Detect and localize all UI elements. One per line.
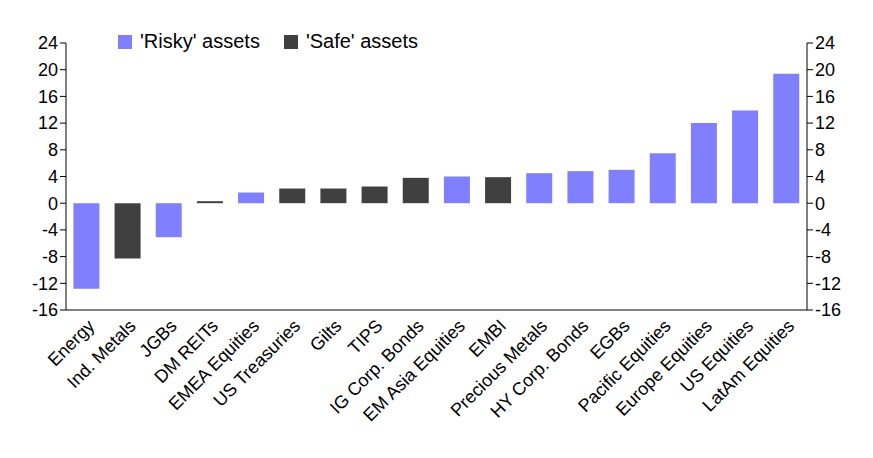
svg-text:0: 0 bbox=[815, 194, 825, 214]
svg-text:EM Asia Equities: EM Asia Equities bbox=[359, 315, 469, 426]
svg-text:HY Corp. Bonds: HY Corp. Bonds bbox=[487, 316, 593, 422]
svg-text:TIPS: TIPS bbox=[344, 315, 387, 359]
svg-text:EMBI: EMBI bbox=[464, 315, 511, 361]
svg-text:24: 24 bbox=[815, 33, 835, 53]
svg-text:LatAm Equities: LatAm Equities bbox=[699, 316, 799, 416]
svg-text:-8: -8 bbox=[815, 247, 831, 267]
svg-text:4: 4 bbox=[48, 167, 58, 187]
svg-text:8: 8 bbox=[815, 140, 825, 160]
svg-text:8: 8 bbox=[48, 140, 58, 160]
svg-text:12: 12 bbox=[38, 113, 58, 133]
svg-text:-8: -8 bbox=[42, 247, 58, 267]
svg-text:-12: -12 bbox=[32, 274, 58, 294]
svg-text:EGBs: EGBs bbox=[586, 315, 634, 364]
svg-text:24: 24 bbox=[38, 33, 58, 53]
svg-text:16: 16 bbox=[38, 87, 58, 107]
svg-text:20: 20 bbox=[815, 60, 835, 80]
svg-text:Energy: Energy bbox=[44, 315, 99, 371]
svg-text:12: 12 bbox=[815, 113, 835, 133]
svg-text:Precious Metals: Precious Metals bbox=[446, 315, 552, 421]
svg-text:4: 4 bbox=[815, 167, 825, 187]
svg-text:-16: -16 bbox=[32, 300, 58, 320]
svg-text:0: 0 bbox=[48, 194, 58, 214]
svg-text:US Equities: US Equities bbox=[676, 315, 758, 397]
svg-text:Europe Equities: Europe Equities bbox=[611, 315, 716, 420]
html-text:'Risky' assets: 'Risky' assets bbox=[140, 30, 260, 52]
svg-text:-16: -16 bbox=[815, 300, 841, 320]
svg-text:JGBs: JGBs bbox=[135, 315, 181, 361]
svg-text:-4: -4 bbox=[815, 220, 831, 240]
svg-text:Ind. Metals: Ind. Metals bbox=[63, 316, 139, 392]
svg-text:US Treasuries: US Treasuries bbox=[209, 316, 304, 411]
svg-text:IG Corp. Bonds: IG Corp. Bonds bbox=[325, 315, 428, 418]
svg-text:EMEA Equities: EMEA Equities bbox=[164, 315, 264, 415]
svg-text:Pacific Equities: Pacific Equities bbox=[574, 315, 675, 417]
svg-text:-12: -12 bbox=[815, 274, 841, 294]
svg-text:DM REITs: DM REITs bbox=[150, 315, 222, 388]
html-text:'Safe' assets: 'Safe' assets bbox=[305, 30, 418, 52]
svg-text:-4: -4 bbox=[42, 220, 58, 240]
svg-text:16: 16 bbox=[815, 87, 835, 107]
svg-text:20: 20 bbox=[38, 60, 58, 80]
svg-text:Gilts: Gilts bbox=[306, 316, 346, 356]
